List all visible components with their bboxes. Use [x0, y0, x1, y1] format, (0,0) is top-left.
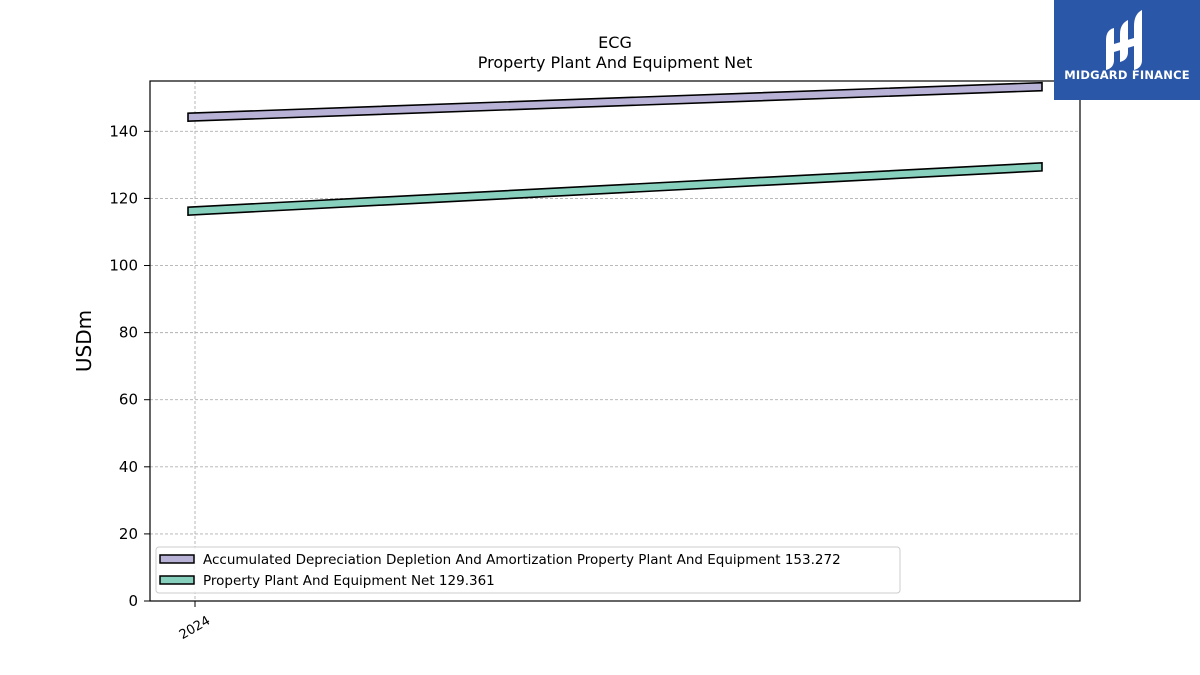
chart-subtitle: Property Plant And Equipment Net [478, 53, 753, 72]
plot-frame [149, 80, 1081, 602]
legend-label-2: Property Plant And Equipment Net 129.361 [203, 573, 495, 589]
brand-logo: MIDGARD FINANCE [1054, 0, 1200, 100]
y-tick-label: 0 [128, 592, 138, 610]
legend-box [155, 546, 901, 594]
legend-label-1: Accumulated Depreciation Depletion And A… [203, 552, 841, 568]
logo-mark-icon [1106, 10, 1142, 70]
y-tick-label: 100 [109, 257, 138, 275]
y-tick-label: 40 [119, 458, 138, 476]
chart-title: ECG [598, 33, 632, 52]
y-tick-label: 80 [119, 324, 138, 342]
y-tick-label: 20 [119, 525, 138, 543]
y-tick-label: 140 [109, 122, 138, 140]
y-tick-label: 120 [109, 189, 138, 207]
legend-swatch-2 [159, 575, 195, 585]
logo-text: MIDGARD FINANCE [1064, 68, 1190, 82]
series-line-2 [187, 162, 1043, 217]
y-axis-label: USDm [72, 310, 96, 372]
y-tick-label: 60 [119, 391, 138, 409]
series-line-1 [187, 81, 1043, 123]
x-tick-label: 2024 [177, 613, 213, 643]
legend-swatch-1 [159, 554, 195, 564]
